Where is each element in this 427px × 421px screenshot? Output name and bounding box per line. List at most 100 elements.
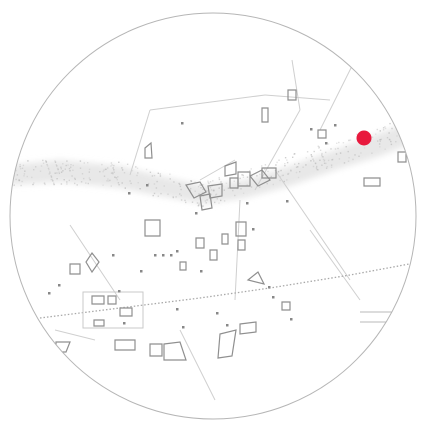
road-speckle [15,178,17,181]
road-speckle [172,196,174,199]
road-speckle [155,187,158,189]
road-speckle [157,172,159,174]
road-speckle [272,183,274,186]
building-outline [144,141,153,159]
road-speckle [348,157,350,159]
road-line [309,229,361,301]
road-speckle [242,192,245,194]
point-feature [146,184,149,187]
road-speckle [137,182,139,184]
road-speckle [88,177,91,179]
road-speckle [325,162,327,165]
road-speckle [402,124,404,126]
road-speckle [312,158,314,160]
road-speckle [288,172,290,175]
road-speckle [184,199,186,202]
point-feature [272,296,275,299]
railway-line [39,261,416,319]
road-speckle [135,166,137,168]
road-speckle [179,185,182,188]
road-speckle [66,183,68,185]
road-speckle [282,174,284,177]
road-speckle [264,168,266,171]
road-speckle [53,183,55,186]
road-speckle [339,152,342,154]
road-speckle [207,181,209,184]
road-speckle [284,163,286,165]
road-speckle [411,132,413,134]
road-speckle [13,164,15,166]
road-speckle [408,125,410,127]
road-speckle [180,199,183,201]
road-line [274,169,351,281]
road-speckle [356,133,358,135]
road-line [319,29,371,131]
road-speckle [327,159,330,162]
road-speckle [286,179,288,181]
building-outline [239,321,257,335]
building-outline [246,271,266,285]
road-speckle [12,171,14,174]
road-speckle [208,182,210,185]
road-speckle [113,169,115,171]
road-speckle [213,189,215,192]
road-speckle [68,179,70,182]
road-speckle [313,160,315,162]
point-feature [268,286,271,289]
road-speckle [386,137,389,139]
road-speckle [88,168,91,171]
main-road-band [10,118,416,204]
location-dot-icon[interactable] [356,130,372,146]
road-speckle [412,134,414,136]
point-feature [123,322,126,325]
road-speckle [292,156,294,158]
road-speckle [286,159,288,161]
road-speckle [323,162,326,164]
road-speckle [319,159,321,161]
road-speckle [13,169,15,172]
building-outline [69,263,81,275]
road-speckle [411,126,413,128]
road-speckle [60,168,62,170]
road-speckle [129,180,131,182]
road-speckle [297,176,300,179]
road-speckle [180,188,182,191]
road-speckle [406,121,409,123]
road-speckle [89,179,91,181]
road-speckle [396,119,399,122]
road-speckle [336,142,338,144]
road-speckle [153,192,156,195]
road-speckle [395,141,397,143]
road-speckle [396,135,398,137]
road-speckle [87,182,89,185]
road-speckle [197,205,200,207]
point-feature [246,202,249,205]
road-speckle [321,154,323,156]
building-outline [163,341,187,361]
road-speckle [286,161,289,164]
road-speckle [218,187,220,189]
road-speckle [107,178,109,180]
road-speckle [110,162,113,164]
road-speckle [261,165,263,167]
road-speckle [327,143,330,145]
road-speckle [199,184,201,186]
road-speckle [44,183,46,186]
road-speckle [330,166,333,168]
point-feature [216,312,219,315]
road-speckle [338,158,341,160]
road-speckle [48,173,50,175]
road-speckle [57,168,59,171]
road-speckle [202,188,204,190]
point-feature [48,292,51,295]
road-speckle [24,170,26,172]
road-speckle [279,169,282,172]
road-speckle [72,169,74,171]
road-speckle [117,176,119,178]
road-speckle [278,159,280,161]
road-speckle [240,188,242,190]
point-feature [112,254,115,257]
road-speckle [409,127,411,129]
